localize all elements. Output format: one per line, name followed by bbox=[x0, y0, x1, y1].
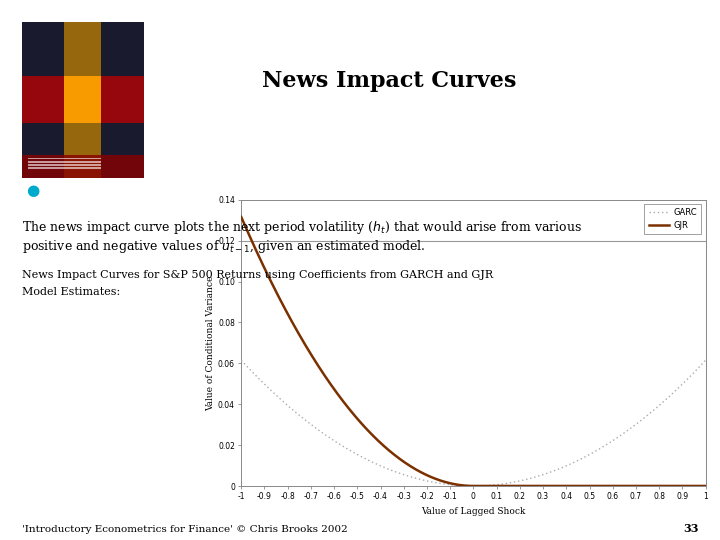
Text: 'Introductory Econometrics for Finance' © Chris Brooks 2002: 'Introductory Econometrics for Finance' … bbox=[22, 524, 347, 534]
Bar bbox=[65, 22, 101, 178]
Text: 33: 33 bbox=[683, 523, 698, 534]
Text: News Impact Curves: News Impact Curves bbox=[261, 70, 516, 92]
Bar bbox=[22, 76, 144, 123]
X-axis label: Value of Lagged Shock: Value of Lagged Shock bbox=[421, 507, 526, 516]
Bar bbox=[27, 164, 101, 166]
Text: positive and negative values of $u_{t-1}$, given an estimated model.: positive and negative values of $u_{t-1}… bbox=[22, 238, 426, 254]
Bar bbox=[65, 76, 101, 123]
Text: Model Estimates:: Model Estimates: bbox=[22, 287, 120, 298]
Text: News Impact Curves for S&P 500 Returns using Coefficients from GARCH and GJR: News Impact Curves for S&P 500 Returns u… bbox=[22, 270, 492, 280]
Bar bbox=[27, 161, 101, 163]
Bar bbox=[22, 154, 144, 178]
Bar bbox=[27, 158, 101, 159]
Legend: GARC, GJR: GARC, GJR bbox=[644, 204, 701, 234]
Text: The news impact curve plots the next period volatility ($h_t$) that would arise : The news impact curve plots the next per… bbox=[22, 219, 582, 235]
Y-axis label: Value of Conditional Variance: Value of Conditional Variance bbox=[206, 275, 215, 410]
Bar bbox=[27, 167, 101, 169]
Text: ●: ● bbox=[26, 183, 39, 198]
